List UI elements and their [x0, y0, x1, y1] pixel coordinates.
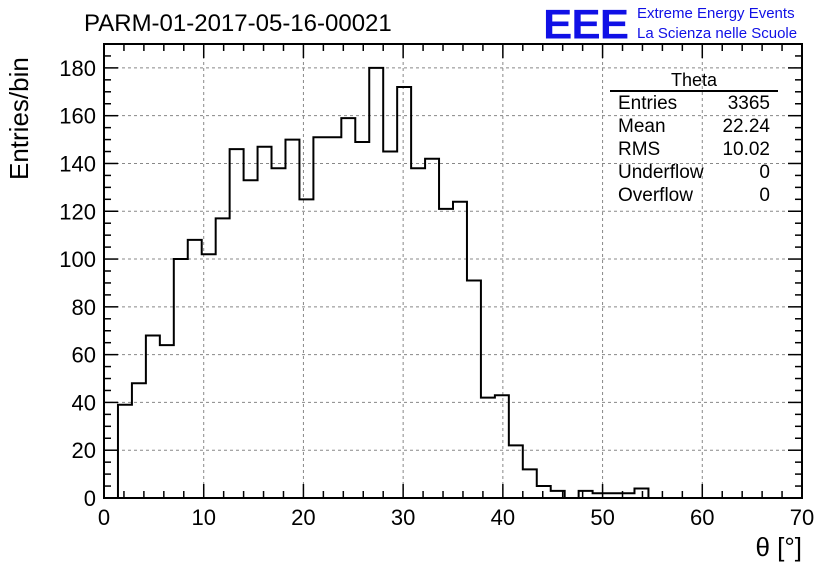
eee-logo: EEE — [543, 1, 629, 48]
y-tick-label: 20 — [72, 438, 96, 463]
stat-value: 10.02 — [722, 139, 770, 160]
stats-title: Theta — [610, 70, 778, 92]
y-tick-label: 160 — [59, 104, 96, 129]
stat-value: 0 — [759, 162, 770, 183]
y-tick-label: 40 — [72, 390, 96, 415]
stat-row-rms: RMS 10.02 — [610, 138, 778, 161]
logo-caption: Extreme Energy Events La Scienza nelle S… — [637, 4, 797, 44]
stat-row-underflow: Underflow 0 — [610, 161, 778, 184]
y-tick-label: 0 — [84, 486, 96, 511]
stat-label: Mean — [618, 116, 666, 137]
plot-frame — [103, 43, 803, 499]
x-tick-label: 20 — [291, 505, 315, 530]
x-axis-label: θ [°] — [755, 532, 802, 562]
x-tick-label: 60 — [690, 505, 714, 530]
y-tick-label: 180 — [59, 56, 96, 81]
y-tick-label: 120 — [59, 199, 96, 224]
axis-ticks — [103, 43, 803, 499]
y-tick-label: 60 — [72, 343, 96, 368]
stat-value: 3365 — [727, 93, 770, 114]
y-axis-label: Entries/bin — [4, 57, 34, 180]
x-tick-label: 70 — [790, 505, 814, 530]
x-tick-label: 0 — [98, 505, 110, 530]
stat-label: Entries — [618, 93, 678, 114]
x-tick-label: 30 — [391, 505, 415, 530]
histogram-series — [104, 66, 802, 498]
stats-box: Theta Entries 3365 Mean 22.24 RMS 10.02 … — [610, 70, 778, 207]
y-tick-label: 80 — [72, 295, 96, 320]
logo-line-1: Extreme Energy Events — [637, 5, 795, 22]
y-tick-label: 140 — [59, 151, 96, 176]
chart-title: PARM-01-2017-05-16-00021 — [84, 10, 392, 37]
stat-row-entries: Entries 3365 — [610, 92, 778, 115]
stat-row-overflow: Overflow 0 — [610, 184, 778, 207]
y-tick-label: 100 — [59, 247, 96, 272]
stat-value: 0 — [759, 185, 770, 206]
grid-lines — [104, 44, 802, 498]
stat-label: RMS — [618, 139, 661, 160]
x-tick-label: 40 — [491, 505, 515, 530]
y-tick-labels: 0 20 40 60 80 100 120 140 160 180 — [59, 56, 96, 511]
x-tick-labels: 0 10 20 30 40 50 60 70 — [98, 505, 814, 530]
x-tick-label: 10 — [191, 505, 215, 530]
stat-label: Overflow — [618, 185, 693, 206]
stat-value: 22.24 — [722, 116, 770, 137]
stat-row-mean: Mean 22.24 — [610, 115, 778, 138]
x-tick-label: 50 — [590, 505, 614, 530]
logo-line-2: La Scienza nelle Scuole — [637, 25, 798, 42]
stat-label: Underflow — [618, 162, 704, 183]
